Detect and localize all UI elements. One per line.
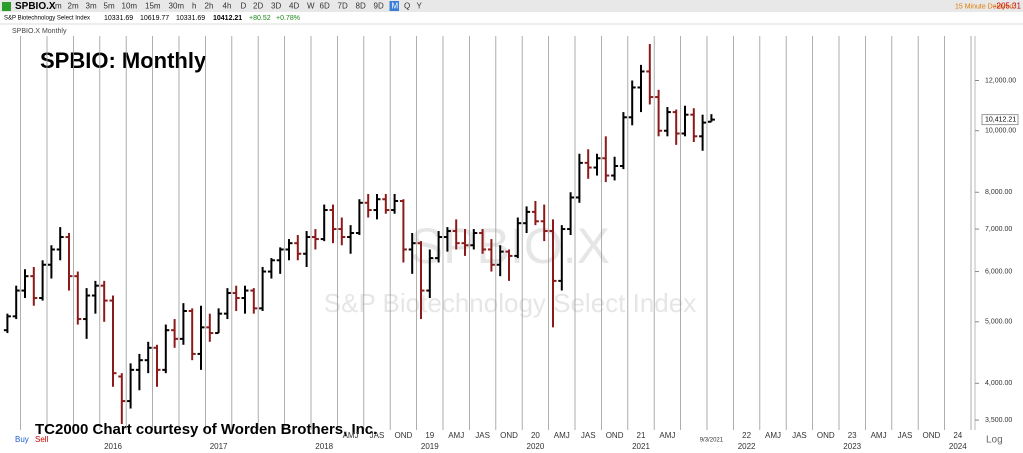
year-label: 2017: [210, 442, 228, 451]
timeframe-button[interactable]: 3D: [271, 2, 281, 11]
x-tick-label: JAS: [792, 431, 807, 440]
quote-high: 10619.77: [140, 15, 169, 22]
x-tick-label: 23: [848, 431, 857, 440]
x-tick-label: AMJ: [448, 431, 464, 440]
y-tick-label: 10,000.00: [985, 128, 1016, 135]
x-tick-label: JAS: [581, 431, 596, 440]
grid: [20, 36, 972, 430]
last-date-label: 9/3/2021: [700, 438, 724, 444]
quote-open: 10331.69: [104, 15, 133, 22]
y-tick-label: 4,000.00: [985, 380, 1012, 387]
x-tick-label: AMJ: [659, 431, 675, 440]
year-label: 2023: [843, 442, 861, 451]
x-tick-label: JAS: [370, 431, 385, 440]
chart-label[interactable]: SPBIO.X Monthly: [12, 28, 67, 35]
x-tick-label: OND: [923, 431, 941, 440]
delay-note: 15 Minute Delayed: [955, 3, 1013, 10]
year-label: 2020: [527, 442, 545, 451]
x-tick-label: OND: [500, 431, 518, 440]
y-tick-label: 6,000.00: [985, 268, 1012, 275]
timeframe-button[interactable]: 2D: [253, 2, 263, 11]
timeframe-button[interactable]: Q: [404, 2, 410, 11]
year-label: 2018: [315, 442, 333, 451]
year-label: 2022: [738, 442, 756, 451]
year-label: 2024: [949, 442, 967, 451]
x-tick-label: 22: [742, 431, 751, 440]
year-label: 2016: [104, 442, 122, 451]
timeframe-button[interactable]: 30m: [169, 2, 185, 11]
timeframe-button[interactable]: m: [55, 2, 62, 11]
chart-title: SPBIO: Monthly: [40, 48, 207, 73]
last-price-box: [981, 114, 1019, 126]
timeframe-button[interactable]: h: [192, 2, 196, 11]
timeframe-button[interactable]: 10m: [122, 2, 138, 11]
timeframe-button[interactable]: 8D: [356, 2, 366, 11]
timeframe-button[interactable]: M: [392, 2, 399, 11]
y-tick-label: 3,500.00: [985, 417, 1012, 424]
scale-toggle[interactable]: Log: [986, 435, 1003, 446]
timeframe-button[interactable]: 7D: [338, 2, 348, 11]
x-tick-label: AMJ: [871, 431, 887, 440]
timeframe-button[interactable]: W: [307, 2, 315, 11]
last-price-label: 10,412.21: [985, 116, 1016, 123]
bars: [3, 43, 715, 425]
year-label: 2019: [421, 442, 439, 451]
sell-button[interactable]: Sell: [35, 435, 49, 444]
symbol[interactable]: SPBIO.X: [15, 1, 56, 12]
y-tick-label: 8,000.00: [985, 189, 1012, 196]
timeframe-selected: [389, 1, 399, 11]
timeframe-button[interactable]: 4h: [223, 2, 232, 11]
buy-button[interactable]: Buy: [15, 435, 29, 444]
x-tick-label: OND: [395, 431, 413, 440]
timeframe-button[interactable]: 6D: [320, 2, 330, 11]
add-icon[interactable]: [2, 2, 11, 11]
toolbar: [0, 0, 1023, 12]
timeframe-button[interactable]: D: [241, 2, 247, 11]
y-tick-label: 7,000.00: [985, 226, 1012, 233]
timeframe-button[interactable]: 4D: [289, 2, 299, 11]
x-tick-label: 21: [637, 431, 646, 440]
y-tick-label: 12,000.00: [985, 77, 1016, 84]
watermark-name: S&P Biotechnology Select Index: [324, 288, 696, 318]
x-tick-label: AMJ: [765, 431, 781, 440]
quote-change: +80.52: [249, 15, 271, 22]
timeframe-button[interactable]: 5m: [104, 2, 115, 11]
x-tick-label: 20: [531, 431, 540, 440]
x-tick-label: OND: [817, 431, 835, 440]
timeframe-button[interactable]: 2h: [205, 2, 214, 11]
x-tick-label: AMJ: [554, 431, 570, 440]
quote-low: 10331.69: [176, 15, 205, 22]
x-tick-label: 19: [425, 431, 434, 440]
timeframe-button[interactable]: 3m: [86, 2, 97, 11]
x-tick-label: 24: [953, 431, 962, 440]
x-tick-label: JAS: [898, 431, 913, 440]
x-tick-label: OND: [606, 431, 624, 440]
timeframe-button[interactable]: 15m: [145, 2, 161, 11]
timeframe-button[interactable]: 2m: [68, 2, 79, 11]
x-tick-label: AMJ: [343, 431, 359, 440]
y-tick-label: 5,000.00: [985, 319, 1012, 326]
timeframe-button[interactable]: Y: [417, 2, 423, 11]
index-name: S&P Biotechnology Select Index: [4, 16, 90, 22]
net-change: -205.31: [994, 2, 1022, 11]
year-label: 2021: [632, 442, 650, 451]
x-tick-label: JAS: [475, 431, 490, 440]
quote-change-pct: +0.78%: [276, 15, 300, 22]
timeframe-button[interactable]: 9D: [374, 2, 384, 11]
quote-last: 10412.21: [213, 15, 242, 22]
footer-credit: TC2000 Chart courtesy of Worden Brothers…: [35, 421, 377, 438]
